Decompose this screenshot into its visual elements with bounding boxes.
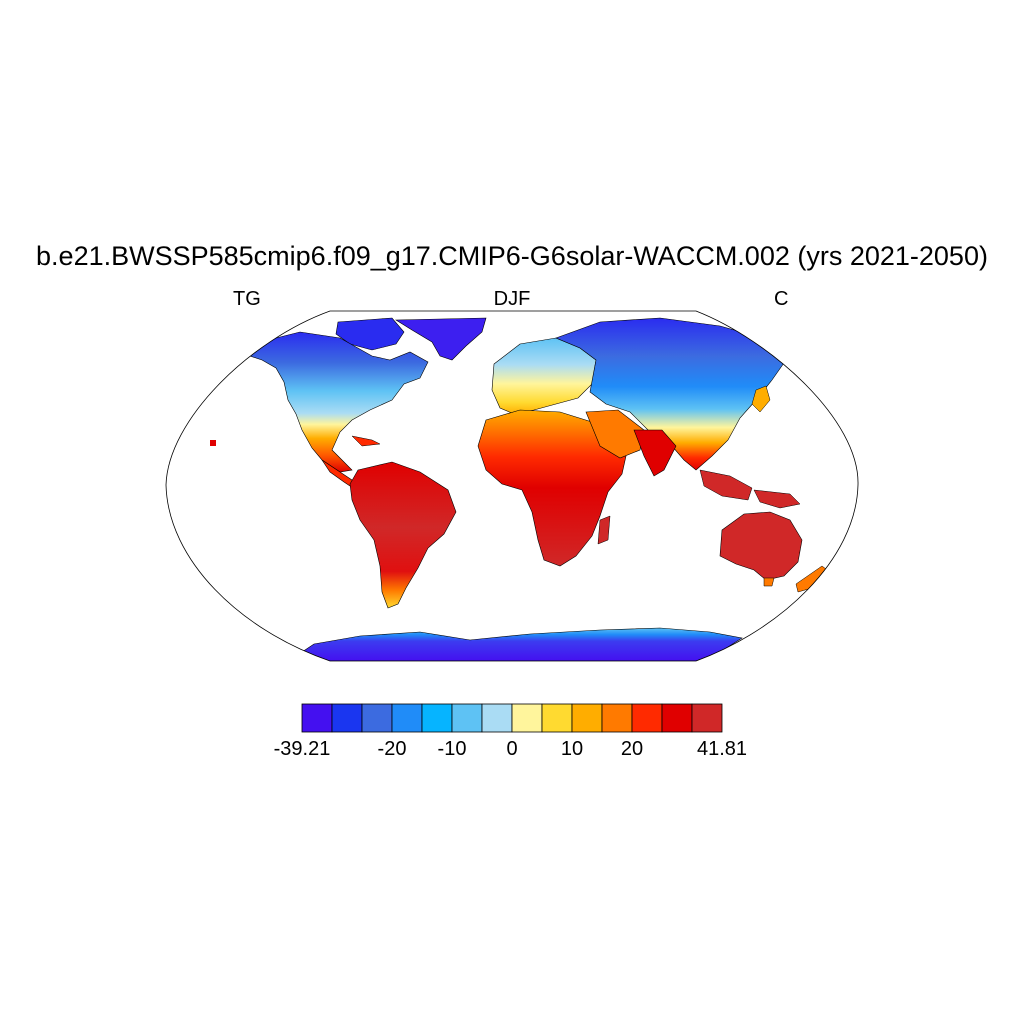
colorbar-swatch	[361, 703, 393, 733]
colorbar-swatch	[571, 703, 603, 733]
colorbar-swatch	[601, 703, 633, 733]
japan-region	[751, 385, 771, 413]
colorbar-tick-label: 20	[620, 738, 644, 760]
colorbar-swatch	[661, 703, 693, 733]
colorbar-tick-label: 10	[560, 738, 584, 760]
madagascar-region	[597, 515, 611, 545]
southeast-asia-region	[699, 469, 753, 501]
arabia-region	[585, 409, 645, 459]
colorbar-swatch	[391, 703, 423, 733]
north-america-region	[249, 331, 429, 473]
new-guinea-region	[753, 489, 801, 509]
colorbar-swatch	[511, 703, 543, 733]
colorbar-swatch	[331, 703, 363, 733]
arctic-islands-region	[335, 317, 405, 351]
colorbar-swatch	[301, 703, 333, 733]
map-boundary	[165, 310, 859, 662]
colorbar-tick-label: -10	[437, 738, 467, 760]
colorbar-swatch	[541, 703, 573, 733]
greenland-region	[394, 317, 487, 361]
plot-title: b.e21.BWSSP585cmip6.f09_g17.CMIP6-G6sola…	[36, 241, 988, 271]
australia-region	[719, 511, 803, 581]
season-label: DJF	[493, 288, 531, 310]
colorbar-swatch	[451, 703, 483, 733]
tasmania-region	[763, 577, 775, 587]
india-region	[633, 429, 677, 477]
colorbar-tick-label: -20	[377, 738, 407, 760]
colorbar-tick-label: 0	[506, 738, 518, 760]
caribbean-region	[351, 435, 381, 447]
colorbar-swatch	[691, 703, 723, 733]
units-label: C	[774, 288, 789, 310]
south-america-region	[349, 461, 457, 609]
colorbar-tick-label: 41.81	[696, 738, 748, 760]
colorbar-swatch	[631, 703, 663, 733]
small-islands-region	[210, 440, 216, 446]
colorbar-tick-label: -39.21	[273, 738, 331, 760]
variable-label: TG	[233, 288, 261, 310]
colorbar-swatch	[481, 703, 513, 733]
colorbar-swatch	[421, 703, 453, 733]
